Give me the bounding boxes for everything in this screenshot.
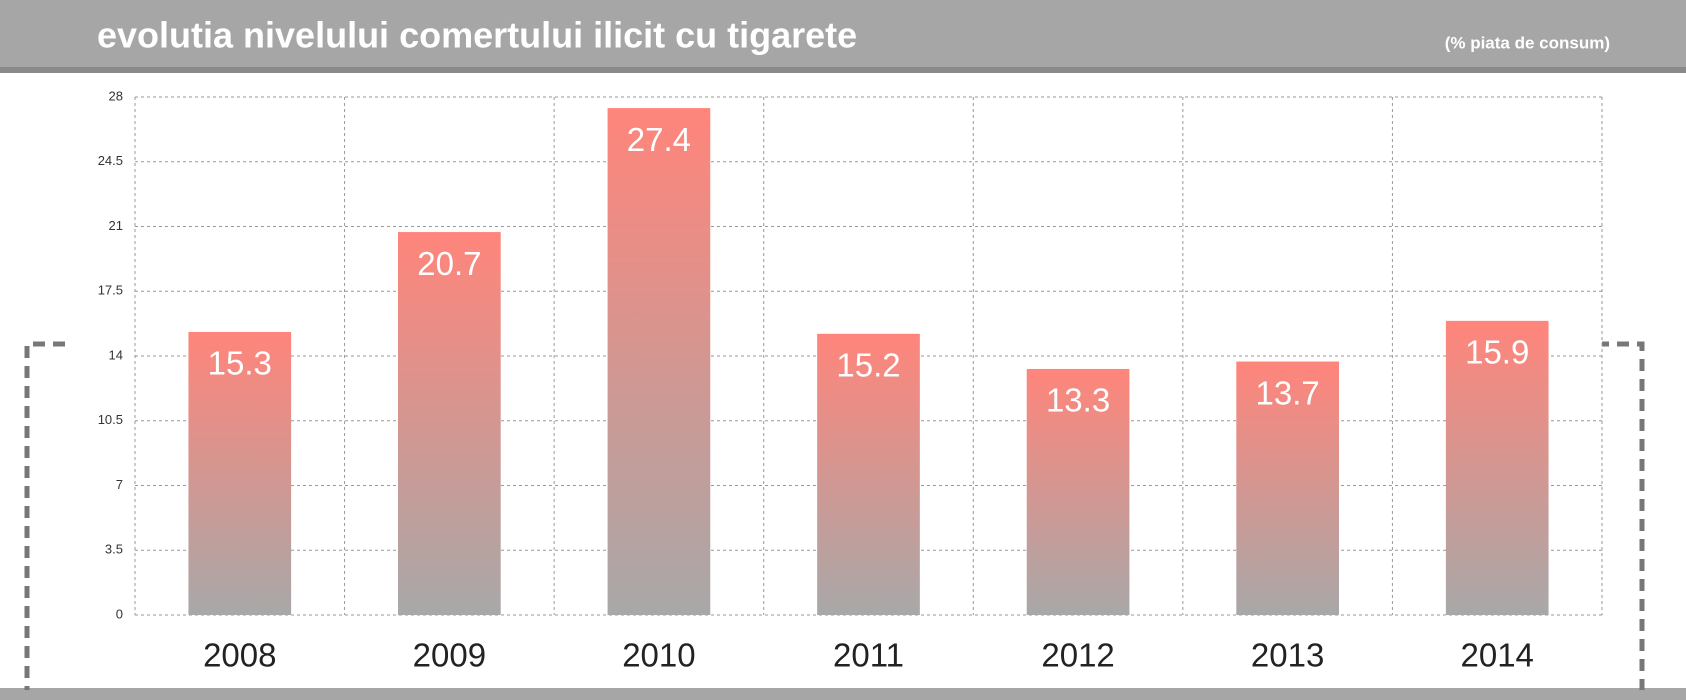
value-label: 15.2 [836, 347, 900, 384]
y-tick-label: 24.5 [98, 153, 123, 168]
header-bar [0, 0, 1686, 67]
footer-bar [0, 688, 1686, 700]
y-tick-label: 7 [116, 477, 123, 492]
y-tick-label: 14 [109, 347, 123, 362]
value-label: 20.7 [417, 245, 481, 282]
header-shadow [0, 67, 1686, 73]
bracket-left [24, 341, 65, 690]
y-tick-label: 0 [116, 606, 123, 621]
x-tick-label: 2013 [1251, 637, 1324, 674]
x-tick-label: 2010 [622, 637, 695, 674]
y-tick-label: 17.5 [98, 283, 123, 298]
x-tick-label: 2014 [1461, 637, 1534, 674]
y-tick-label: 10.5 [98, 412, 123, 427]
x-tick-label: 2008 [203, 637, 276, 674]
y-tick-label: 21 [109, 218, 123, 233]
value-label: 27.4 [627, 121, 691, 158]
bar [398, 232, 501, 616]
bar [607, 108, 711, 615]
value-label: 15.9 [1465, 334, 1529, 371]
x-tick-label: 2009 [413, 637, 486, 674]
y-tick-label: 3.5 [105, 542, 123, 557]
x-tick-label: 2011 [833, 637, 904, 674]
chart-title: evolutia nivelului comertului ilicit cu … [97, 15, 857, 56]
bar [817, 333, 920, 615]
bar [1236, 361, 1339, 615]
bar [1026, 368, 1130, 615]
x-tick-label: 2012 [1041, 637, 1114, 674]
bar [188, 331, 292, 615]
value-label: 15.3 [208, 345, 272, 382]
y-tick-label: 28 [109, 88, 123, 103]
value-label: 13.7 [1256, 374, 1320, 411]
bar [1445, 320, 1549, 615]
chart-subtitle: (% piata de consum) [1445, 33, 1610, 52]
value-label: 13.3 [1046, 382, 1110, 419]
